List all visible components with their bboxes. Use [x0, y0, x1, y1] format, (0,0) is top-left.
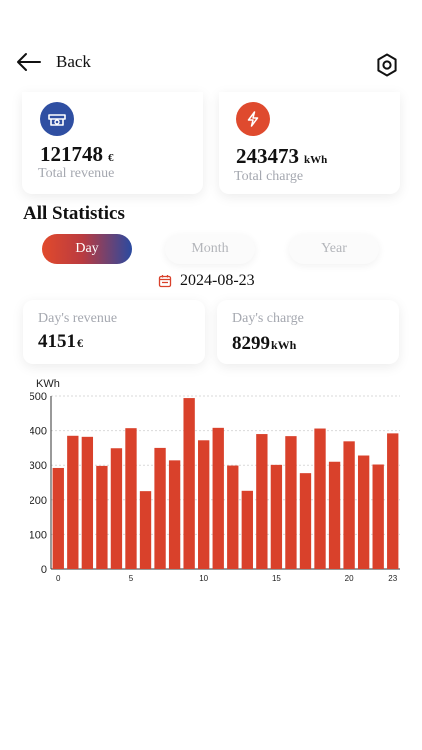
y-tick-label: 0: [41, 564, 47, 576]
bar-hour-15: [270, 464, 283, 569]
bar-hour-12: [227, 465, 239, 569]
total-revenue-card: 121748 € Total revenue: [22, 92, 203, 194]
x-tick-label: 23: [388, 574, 397, 583]
bar-hour-22: [372, 464, 384, 569]
total-charge-value: 243473 kWh: [236, 144, 328, 168]
arrow-left-icon: [17, 53, 41, 71]
day-revenue-value: 4151€: [38, 331, 83, 352]
bar-hour-17: [299, 473, 312, 569]
x-tick-label: 5: [129, 574, 134, 583]
bar-hour-1: [67, 435, 79, 569]
y-tick-label: 200: [30, 495, 47, 507]
bar-hour-10: [198, 440, 210, 569]
wallet-icon: [40, 102, 74, 136]
bar-hour-18: [314, 428, 326, 569]
lightning-icon: [236, 102, 270, 136]
x-tick-label: 20: [345, 574, 354, 583]
bar-hour-7: [154, 447, 166, 569]
x-tick-label: 15: [272, 574, 281, 583]
y-tick-label: 300: [30, 460, 47, 472]
bar-hour-20: [343, 441, 355, 569]
bar-hour-14: [256, 434, 268, 569]
back-button[interactable]: Back: [16, 52, 91, 72]
bar-hour-4: [110, 448, 123, 569]
day-revenue-card: Day's revenue 4151€: [23, 300, 205, 364]
header: Back: [0, 40, 422, 90]
total-charge-label: Total charge: [234, 169, 304, 184]
total-revenue-label: Total revenue: [38, 166, 115, 181]
gear-icon: [377, 53, 397, 77]
day-charge-label: Day's charge: [232, 311, 304, 326]
back-label: Back: [56, 52, 91, 71]
bar-hour-23: [387, 433, 399, 569]
bar-hour-8: [168, 460, 181, 569]
bar-hour-3: [96, 465, 108, 569]
selected-date: 2024-08-23: [180, 272, 255, 289]
bar-hour-0: [52, 467, 64, 569]
tab-day[interactable]: Day: [42, 234, 132, 264]
x-tick-label: 0: [56, 574, 61, 583]
bar-hour-19: [328, 461, 341, 569]
bar-hour-21: [357, 455, 370, 569]
bar-hour-16: [285, 436, 297, 569]
bar-hour-13: [241, 490, 253, 569]
bar-hour-11: [212, 427, 224, 569]
y-tick-label: 500: [30, 391, 47, 403]
calendar-icon: [158, 275, 172, 288]
y-axis-label: KWh: [36, 378, 60, 390]
settings-button[interactable]: [374, 52, 400, 78]
day-charge-value: 8299kWh: [232, 333, 297, 354]
total-charge-card: 243473 kWh Total charge: [219, 92, 400, 194]
y-tick-label: 100: [30, 529, 47, 541]
bar-hour-6: [139, 491, 152, 569]
tab-year[interactable]: Year: [289, 234, 379, 264]
section-title: All Statistics: [23, 203, 125, 224]
bar-hour-2: [81, 436, 94, 569]
bar-hour-9: [183, 398, 195, 569]
tab-month[interactable]: Month: [165, 234, 255, 264]
y-tick-label: 400: [30, 426, 47, 438]
day-charge-card: Day's charge 8299kWh: [217, 300, 399, 364]
day-revenue-label: Day's revenue: [38, 311, 118, 326]
total-revenue-value: 121748 €: [40, 142, 114, 166]
date-picker[interactable]: 2024-08-23: [158, 272, 255, 290]
bar-hour-5: [125, 428, 137, 569]
x-tick-label: 10: [199, 574, 208, 583]
